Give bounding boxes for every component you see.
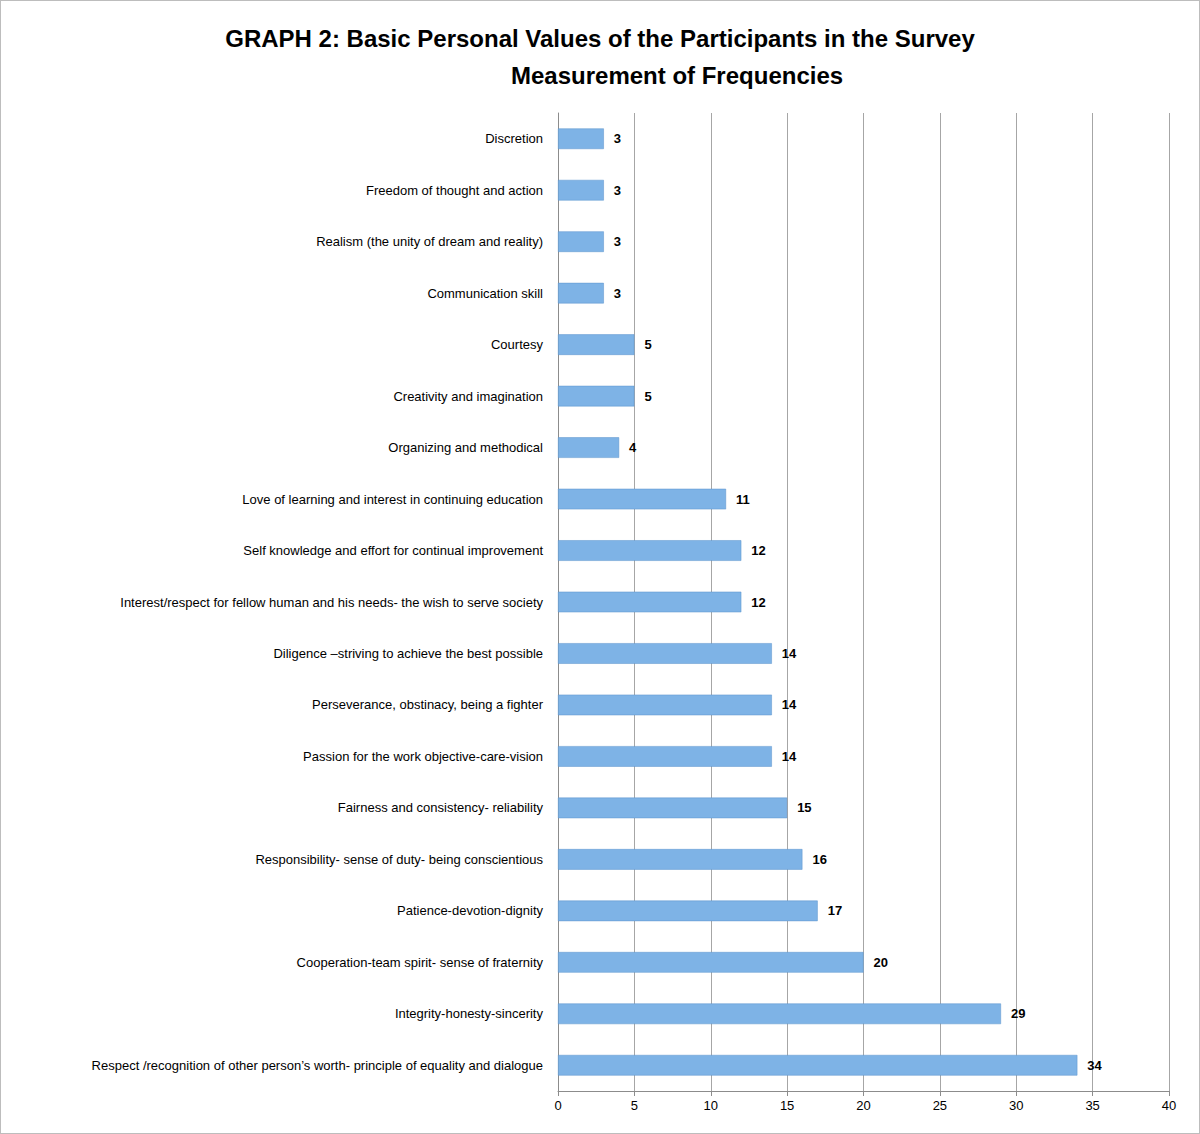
- svg-text:15: 15: [780, 1098, 794, 1113]
- svg-text:Perseverance, obstinacy, being: Perseverance, obstinacy, being a fighter: [312, 697, 544, 712]
- svg-text:14: 14: [782, 646, 797, 661]
- svg-text:Patience-devotion-dignity: Patience-devotion-dignity: [397, 903, 543, 918]
- svg-text:Fairness and consistency- reli: Fairness and consistency- reliability: [338, 800, 544, 815]
- svg-text:Cooperation-team spirit- sense: Cooperation-team spirit- sense of frater…: [297, 955, 544, 970]
- svg-text:29: 29: [1011, 1006, 1025, 1021]
- svg-text:34: 34: [1087, 1058, 1102, 1073]
- svg-text:16: 16: [812, 852, 826, 867]
- svg-text:17: 17: [828, 903, 842, 918]
- svg-text:3: 3: [614, 183, 621, 198]
- svg-text:10: 10: [704, 1098, 718, 1113]
- svg-text:Organizing and methodical: Organizing and methodical: [388, 440, 543, 455]
- svg-text:Creativity and imagination: Creativity and imagination: [393, 389, 543, 404]
- svg-text:GRAPH 2: Basic Personal Values: GRAPH 2: Basic Personal Values of the Pa…: [225, 25, 975, 52]
- svg-text:15: 15: [797, 800, 811, 815]
- svg-text:Communication skill: Communication skill: [427, 286, 543, 301]
- svg-text:11: 11: [736, 492, 750, 507]
- svg-text:40: 40: [1162, 1098, 1176, 1113]
- svg-text:Measurement of Frequencies: Measurement of Frequencies: [511, 62, 843, 89]
- svg-text:12: 12: [751, 543, 765, 558]
- svg-text:Discretion: Discretion: [485, 131, 543, 146]
- svg-text:Interest/respect for fellow hu: Interest/respect for fellow human and hi…: [120, 595, 543, 610]
- svg-text:3: 3: [614, 286, 621, 301]
- svg-text:5: 5: [644, 337, 651, 352]
- svg-text:Respect /recognition of other: Respect /recognition of other person’s w…: [92, 1058, 543, 1073]
- svg-text:12: 12: [751, 595, 765, 610]
- svg-text:25: 25: [933, 1098, 947, 1113]
- svg-text:Freedom of thought and action: Freedom of thought and action: [366, 183, 543, 198]
- svg-text:Realism (the unity of dream an: Realism (the unity of dream and reality): [316, 234, 543, 249]
- svg-text:Courtesy: Courtesy: [491, 337, 544, 352]
- svg-text:Passion for the work objective: Passion for the work objective-care-visi…: [303, 749, 543, 764]
- svg-text:0: 0: [554, 1098, 561, 1113]
- svg-text:5: 5: [644, 389, 651, 404]
- svg-text:Love of learning and interest: Love of learning and interest in continu…: [242, 492, 543, 507]
- svg-text:Self knowledge and effort for: Self knowledge and effort for continual …: [243, 543, 543, 558]
- svg-text:14: 14: [782, 749, 797, 764]
- svg-text:3: 3: [614, 234, 621, 249]
- svg-text:4: 4: [629, 440, 637, 455]
- svg-text:3: 3: [614, 131, 621, 146]
- svg-text:14: 14: [782, 697, 797, 712]
- svg-text:20: 20: [874, 955, 888, 970]
- svg-text:5: 5: [631, 1098, 638, 1113]
- svg-text:30: 30: [1009, 1098, 1023, 1113]
- svg-text:Integrity-honesty-sincerity: Integrity-honesty-sincerity: [395, 1006, 544, 1021]
- svg-text:Diligence –striving to achieve: Diligence –striving to achieve the best …: [273, 646, 543, 661]
- svg-text:35: 35: [1085, 1098, 1099, 1113]
- svg-text:Responsibility- sense of duty-: Responsibility- sense of duty- being con…: [255, 852, 543, 867]
- svg-text:20: 20: [856, 1098, 870, 1113]
